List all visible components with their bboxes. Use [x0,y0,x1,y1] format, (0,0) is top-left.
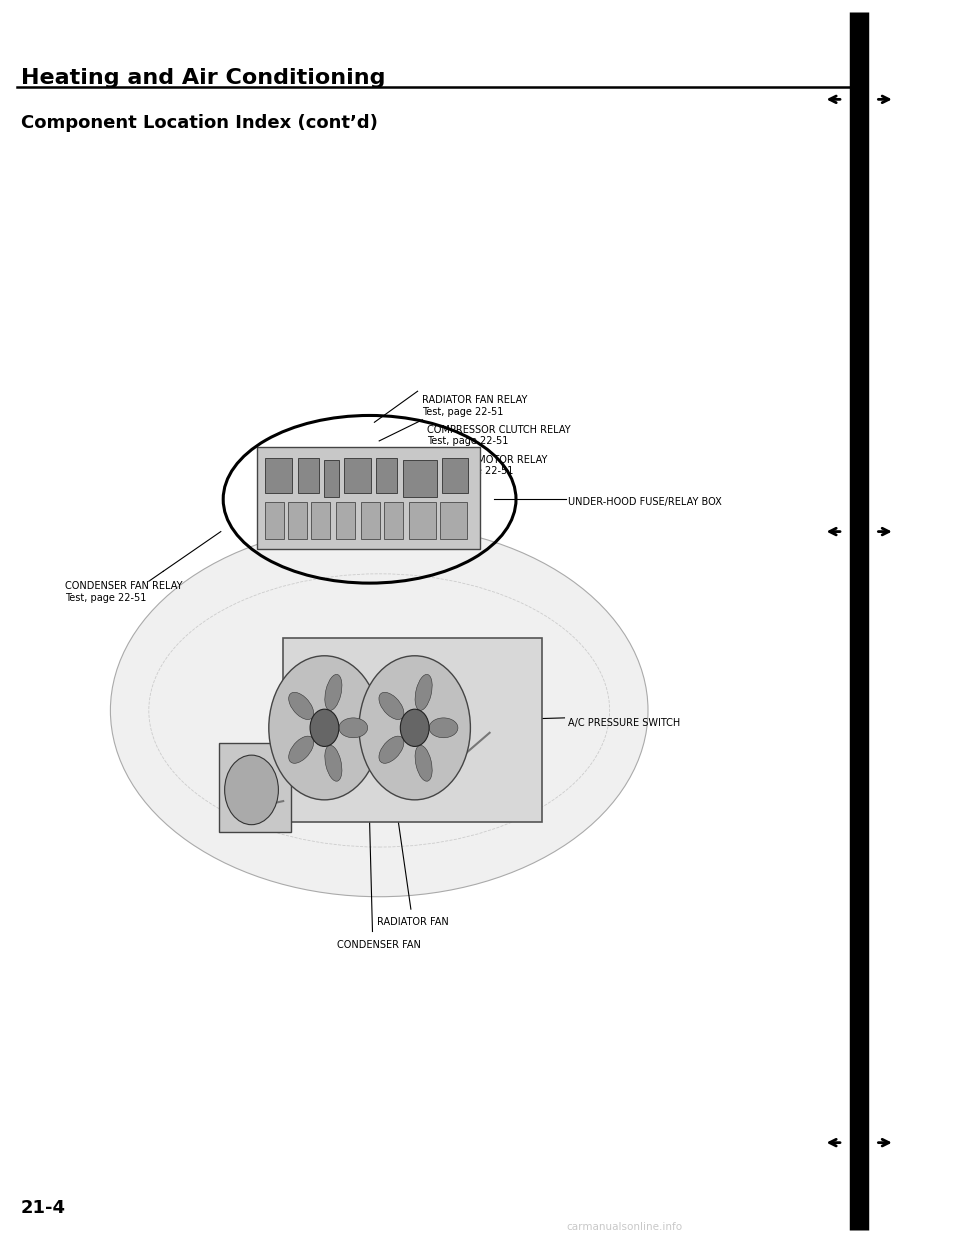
Ellipse shape [429,718,458,738]
Text: CONDENSER FAN: CONDENSER FAN [337,940,421,950]
Ellipse shape [289,692,314,719]
Bar [409,502,436,539]
Bar [336,502,355,539]
Text: Heating and Air Conditioning: Heating and Air Conditioning [21,68,386,88]
Ellipse shape [379,737,404,764]
Circle shape [225,755,278,825]
Ellipse shape [339,718,368,738]
Ellipse shape [324,745,342,781]
Ellipse shape [324,674,342,710]
Circle shape [269,656,380,800]
Text: COMPRESSOR CLUTCH RELAY
Test, page 22-51: COMPRESSOR CLUTCH RELAY Test, page 22-51 [427,425,571,446]
Bar [219,743,291,832]
Bar [442,458,468,493]
Ellipse shape [110,524,648,897]
Bar [298,458,319,493]
Text: A/C PRESSURE SWITCH: A/C PRESSURE SWITCH [568,718,681,728]
Bar [440,502,467,539]
Ellipse shape [289,737,314,764]
Bar [361,502,380,539]
Text: Component Location Index (cont’d): Component Location Index (cont’d) [21,114,378,132]
Bar [288,502,307,539]
Ellipse shape [415,745,432,781]
Text: RADIATOR FAN: RADIATOR FAN [377,917,448,927]
Bar [376,458,397,493]
Ellipse shape [415,674,432,710]
Bar [324,460,339,497]
Circle shape [400,709,429,746]
Bar [265,502,284,539]
Bar [403,460,437,497]
Bar [265,458,292,493]
Bar [344,458,371,493]
Text: carmanualsonline.info: carmanualsonline.info [566,1222,682,1232]
Circle shape [310,709,339,746]
Bar [311,502,330,539]
Ellipse shape [379,692,404,719]
Text: BLOWER MOTOR RELAY
Test, page 22-51: BLOWER MOTOR RELAY Test, page 22-51 [432,455,547,476]
Text: RADIATOR FAN RELAY
Test, page 22-51: RADIATOR FAN RELAY Test, page 22-51 [422,395,528,416]
Circle shape [359,656,470,800]
Text: UNDER-HOOD FUSE/RELAY BOX: UNDER-HOOD FUSE/RELAY BOX [568,497,722,507]
Text: CONDENSER FAN RELAY
Test, page 22-51: CONDENSER FAN RELAY Test, page 22-51 [65,581,182,602]
Bar [257,447,480,549]
Bar [283,638,542,822]
Text: 21-4: 21-4 [21,1200,66,1217]
Bar [384,502,403,539]
